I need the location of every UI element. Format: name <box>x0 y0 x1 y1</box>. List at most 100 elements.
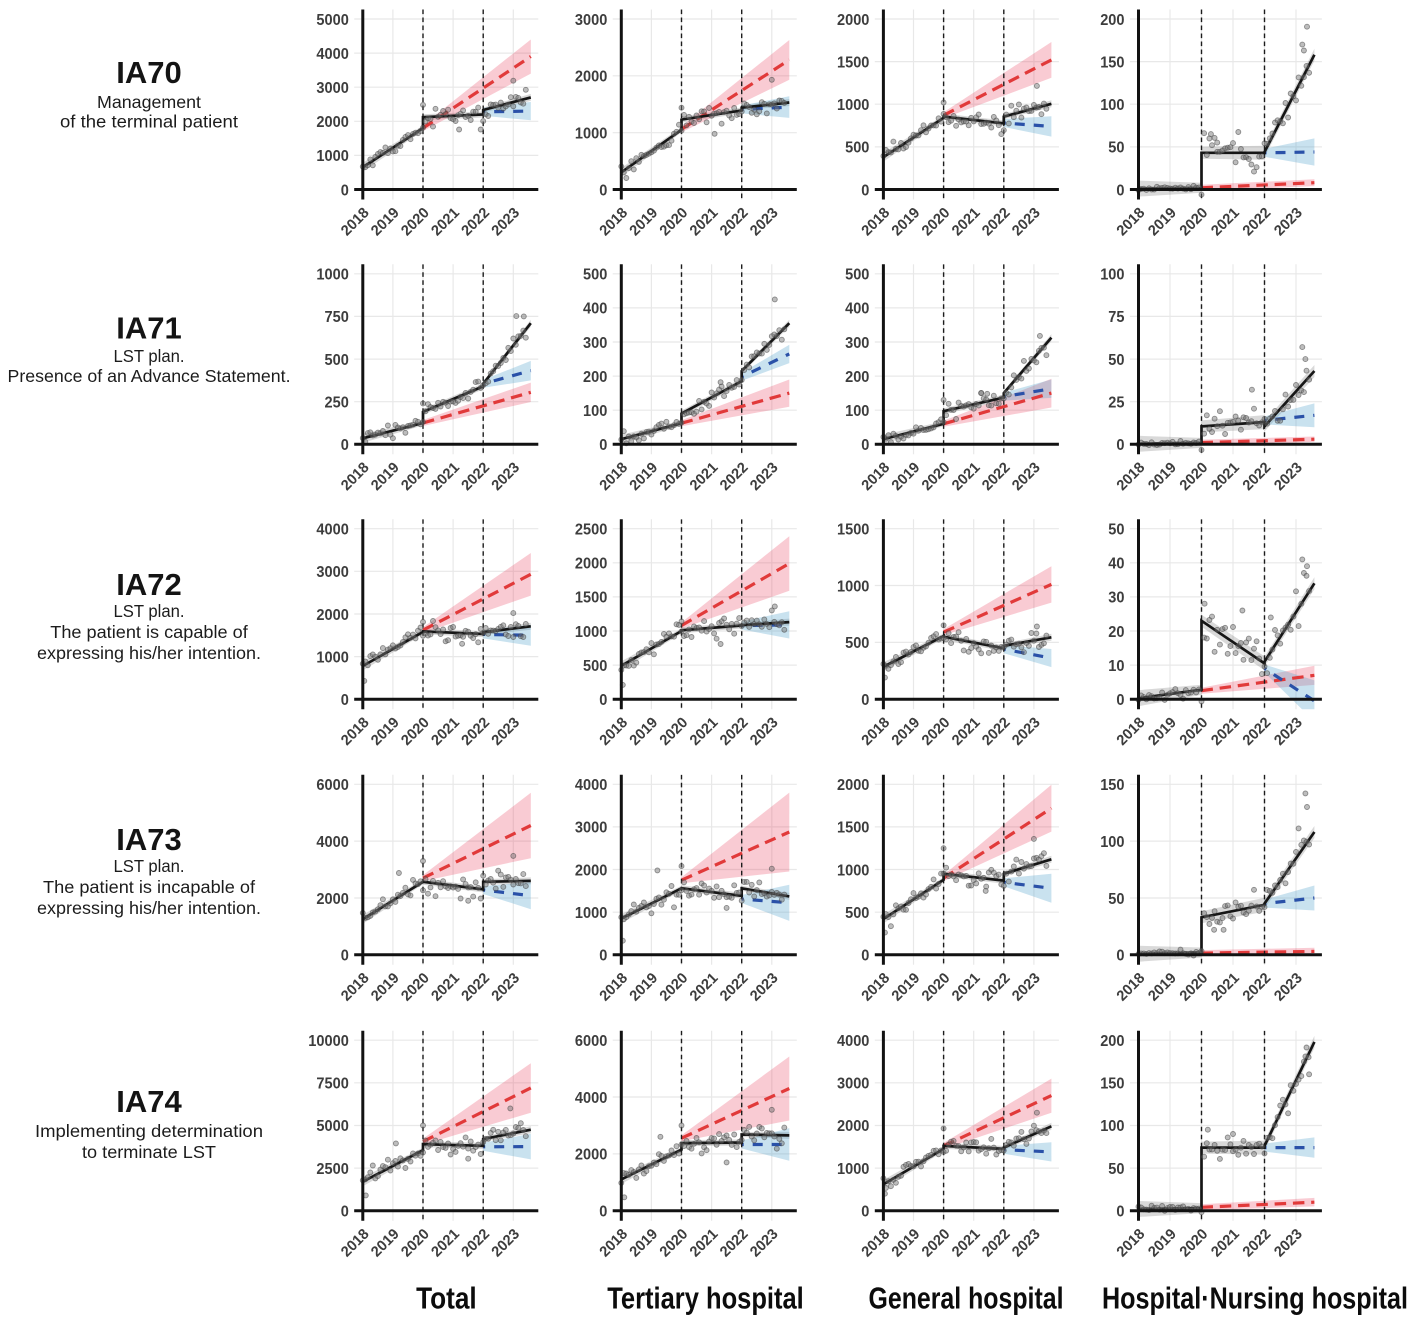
svg-text:100: 100 <box>1100 97 1124 114</box>
svg-text:1000: 1000 <box>837 578 869 595</box>
svg-text:2000: 2000 <box>575 556 607 573</box>
svg-text:10000: 10000 <box>308 1033 349 1050</box>
svg-text:2000: 2000 <box>575 1147 607 1164</box>
svg-text:6000: 6000 <box>575 1033 607 1050</box>
svg-text:Management: Management <box>97 92 201 112</box>
svg-text:200: 200 <box>1100 12 1124 29</box>
svg-text:0: 0 <box>341 182 349 199</box>
svg-text:5000: 5000 <box>316 1118 348 1135</box>
svg-text:0: 0 <box>341 948 349 965</box>
svg-text:LST plan.: LST plan. <box>114 346 185 366</box>
svg-text:250: 250 <box>325 395 349 412</box>
svg-text:IA71: IA71 <box>116 311 181 346</box>
svg-text:20: 20 <box>1108 624 1124 641</box>
svg-text:2000: 2000 <box>316 891 348 908</box>
svg-text:50: 50 <box>1108 140 1124 157</box>
svg-text:0: 0 <box>1116 437 1124 454</box>
svg-text:0: 0 <box>1116 948 1124 965</box>
svg-text:1000: 1000 <box>837 97 869 114</box>
svg-text:The patient is capable of: The patient is capable of <box>50 622 248 642</box>
svg-text:IA73: IA73 <box>116 822 181 857</box>
svg-text:0: 0 <box>861 692 869 709</box>
svg-text:2000: 2000 <box>575 69 607 86</box>
svg-text:IA72: IA72 <box>116 567 181 602</box>
svg-text:0: 0 <box>1116 1204 1124 1221</box>
svg-text:The patient is incapable of: The patient is incapable of <box>43 877 255 897</box>
svg-text:200: 200 <box>845 369 869 386</box>
svg-text:50: 50 <box>1108 891 1124 908</box>
svg-text:1000: 1000 <box>316 148 348 165</box>
svg-text:LST plan.: LST plan. <box>114 601 185 621</box>
svg-text:to terminate LST: to terminate LST <box>82 1142 216 1162</box>
svg-text:500: 500 <box>583 267 607 284</box>
svg-text:Total: Total <box>416 1281 477 1316</box>
svg-text:1500: 1500 <box>837 54 869 71</box>
svg-text:1000: 1000 <box>575 126 607 143</box>
svg-text:500: 500 <box>845 267 869 284</box>
svg-text:1500: 1500 <box>575 590 607 607</box>
svg-text:1000: 1000 <box>316 267 348 284</box>
svg-text:100: 100 <box>583 403 607 420</box>
svg-text:0: 0 <box>599 437 607 454</box>
svg-text:4000: 4000 <box>316 46 348 63</box>
svg-text:25: 25 <box>1108 395 1124 412</box>
svg-text:5000: 5000 <box>316 12 348 29</box>
svg-text:50: 50 <box>1108 352 1124 369</box>
svg-text:1000: 1000 <box>837 1161 869 1178</box>
svg-text:500: 500 <box>845 635 869 652</box>
svg-text:2000: 2000 <box>575 862 607 879</box>
svg-text:4000: 4000 <box>575 777 607 794</box>
svg-text:IA74: IA74 <box>116 1084 182 1119</box>
svg-text:2500: 2500 <box>316 1161 348 1178</box>
svg-text:IA70: IA70 <box>116 55 181 90</box>
svg-text:Presence of an Advance Stateme: Presence of an Advance Statement. <box>8 366 291 386</box>
svg-text:30: 30 <box>1108 590 1124 607</box>
svg-text:General hospital: General hospital <box>869 1281 1064 1316</box>
svg-text:1000: 1000 <box>316 649 348 666</box>
svg-text:0: 0 <box>861 1204 869 1221</box>
svg-text:200: 200 <box>583 369 607 386</box>
svg-text:Tertiary hospital: Tertiary hospital <box>607 1281 804 1316</box>
svg-text:2000: 2000 <box>837 1118 869 1135</box>
svg-text:1000: 1000 <box>837 862 869 879</box>
svg-text:0: 0 <box>1116 692 1124 709</box>
svg-text:200: 200 <box>1100 1033 1124 1050</box>
svg-text:expressing his/her intention.: expressing his/her intention. <box>37 898 261 918</box>
svg-text:1000: 1000 <box>575 624 607 641</box>
svg-text:0: 0 <box>341 692 349 709</box>
svg-text:500: 500 <box>845 905 869 922</box>
svg-text:75: 75 <box>1108 309 1124 326</box>
svg-text:2500: 2500 <box>575 522 607 539</box>
svg-text:1500: 1500 <box>837 522 869 539</box>
svg-text:3000: 3000 <box>575 12 607 29</box>
svg-text:LST plan.: LST plan. <box>114 856 185 876</box>
svg-text:0: 0 <box>1116 182 1124 199</box>
svg-text:40: 40 <box>1108 556 1124 573</box>
svg-text:500: 500 <box>583 658 607 675</box>
svg-text:3000: 3000 <box>316 564 348 581</box>
svg-text:2000: 2000 <box>837 777 869 794</box>
svg-text:3000: 3000 <box>575 820 607 837</box>
svg-text:50: 50 <box>1108 1161 1124 1178</box>
svg-text:400: 400 <box>845 301 869 318</box>
svg-text:2000: 2000 <box>316 114 348 131</box>
svg-text:Implementing determination: Implementing determination <box>35 1121 263 1141</box>
svg-text:Hospital·Nursing hospital: Hospital·Nursing hospital <box>1102 1281 1408 1316</box>
svg-text:1000: 1000 <box>575 905 607 922</box>
svg-text:of the terminal patient: of the terminal patient <box>60 112 238 132</box>
svg-text:0: 0 <box>861 437 869 454</box>
svg-text:100: 100 <box>1100 1118 1124 1135</box>
svg-text:50: 50 <box>1108 522 1124 539</box>
svg-text:500: 500 <box>845 140 869 157</box>
svg-text:expressing his/her intention.: expressing his/her intention. <box>37 643 261 663</box>
svg-text:0: 0 <box>599 692 607 709</box>
svg-text:750: 750 <box>325 309 349 326</box>
svg-text:3000: 3000 <box>316 80 348 97</box>
svg-text:100: 100 <box>1100 834 1124 851</box>
svg-text:500: 500 <box>325 352 349 369</box>
svg-text:4000: 4000 <box>316 522 348 539</box>
svg-text:4000: 4000 <box>575 1090 607 1107</box>
svg-text:0: 0 <box>599 182 607 199</box>
svg-text:150: 150 <box>1100 1076 1124 1093</box>
svg-text:4000: 4000 <box>837 1033 869 1050</box>
